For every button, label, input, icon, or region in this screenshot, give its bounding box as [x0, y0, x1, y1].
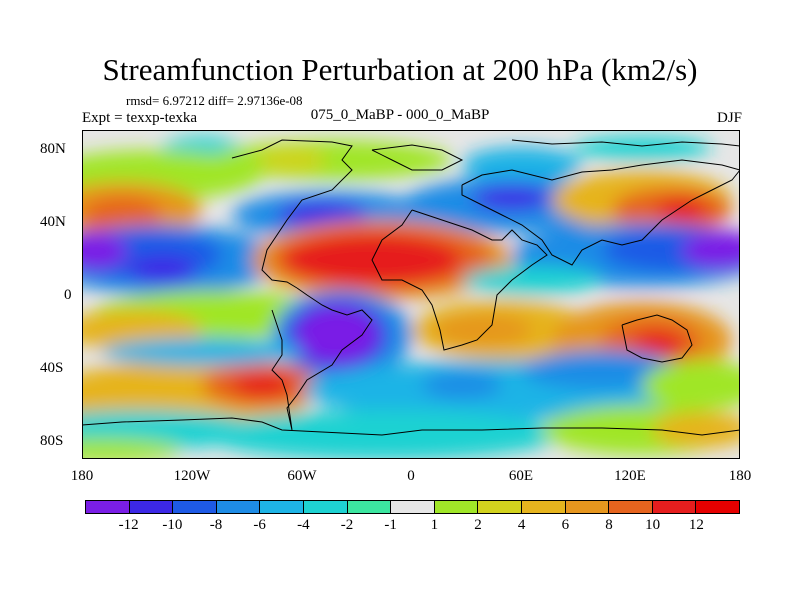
lat-tick-40n: 40N: [40, 214, 66, 230]
stats-label: rmsd= 6.97212 diff= 2.97136e-08: [126, 93, 303, 108]
colorbar-segment: [391, 501, 435, 513]
experiment-label: Expt = texxp-texka: [82, 110, 198, 126]
colorbar-level-label: -8: [209, 517, 223, 533]
colorbar-level-label: -10: [162, 517, 183, 533]
lon-tick-60w: 60W: [287, 468, 317, 484]
colorbar-level-label: -2: [340, 517, 354, 533]
colorbar-segment: [86, 501, 130, 513]
lon-tick-120e: 120E: [614, 468, 646, 484]
colorbar-segment: [216, 501, 261, 513]
colorbar-level-label: 4: [517, 517, 526, 533]
contour-plot: [82, 130, 740, 459]
colorbar-segment: [609, 501, 653, 513]
colorbar-segment: [434, 501, 479, 513]
coastlines: [82, 139, 740, 436]
colorbar-segment: [565, 501, 610, 513]
lon-tick-180w: 180: [70, 468, 94, 484]
colorbar-segment: [303, 501, 348, 513]
lon-tick-0: 0: [407, 468, 415, 484]
colorbar-level-label: -12: [118, 517, 139, 533]
colorbar-level-label: -4: [297, 517, 310, 533]
colorbar-level-label: -1: [384, 517, 397, 533]
map-title: Streamfunction Perturbation at 200 hPa (…: [102, 52, 698, 87]
colorbar-segment: [521, 501, 566, 513]
colorbar: [85, 500, 740, 514]
lon-tick-180e: 180: [728, 468, 752, 484]
colorbar-level-label: 1: [430, 517, 439, 533]
colorbar-segment: [696, 501, 739, 513]
lat-tick-80n: 80N: [40, 141, 66, 157]
colorbar-segment: [260, 501, 304, 513]
difference-label: 075_0_MaBP - 000_0_MaBP: [310, 107, 490, 123]
colorbar-level-label: 6: [561, 517, 570, 533]
colorbar-segment: [478, 501, 522, 513]
colorbar-segment: [652, 501, 697, 513]
lon-tick-60e: 60E: [508, 468, 534, 484]
season-label: DJF: [716, 110, 742, 126]
contour-fills: [82, 136, 740, 459]
colorbar-segment: [129, 501, 174, 513]
lat-tick-0: 0: [64, 287, 72, 303]
map-frame: [82, 130, 740, 459]
lat-tick-40s: 40S: [40, 360, 64, 376]
colorbar-segment: [347, 501, 392, 513]
colorbar-segment: [173, 501, 217, 513]
streamfunction-map: [82, 130, 740, 459]
lat-tick-80s: 80S: [40, 433, 64, 449]
colorbar-level-label: 8: [605, 517, 613, 533]
colorbar-level-label: 2: [474, 517, 482, 533]
lon-tick-120w: 120W: [173, 468, 211, 484]
colorbar-level-label: 12: [688, 517, 704, 533]
colorbar-level-label: -6: [253, 517, 266, 533]
colorbar-level-label: 10: [645, 517, 661, 533]
